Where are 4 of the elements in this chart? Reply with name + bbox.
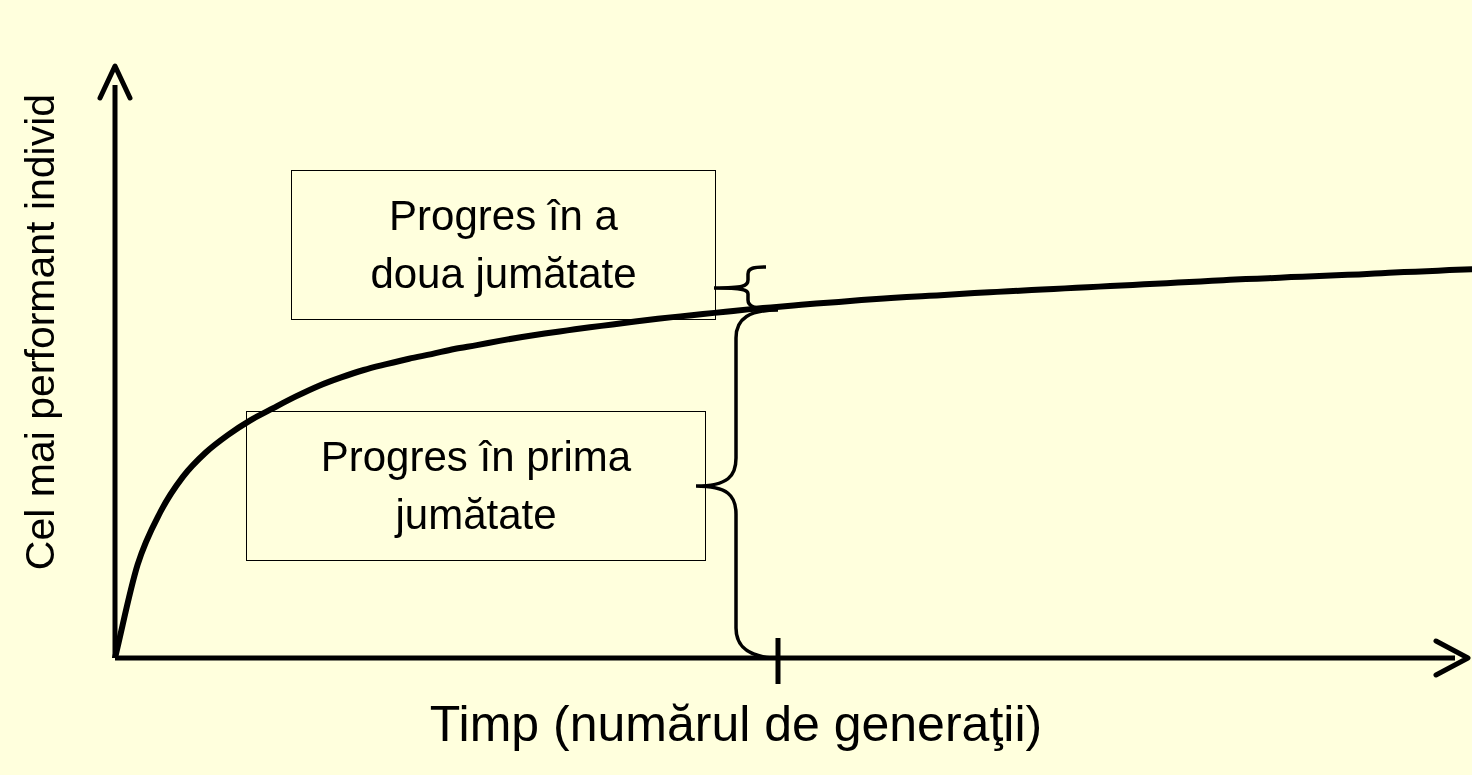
annotation: Progres în prima jumătate xyxy=(246,411,706,561)
y-axis-title: Cel mai performant individ xyxy=(16,92,64,573)
x-axis-title: Timp (numărul de generaţii) xyxy=(428,695,1044,753)
annotation: Progres în a doua jumătate xyxy=(291,170,716,320)
